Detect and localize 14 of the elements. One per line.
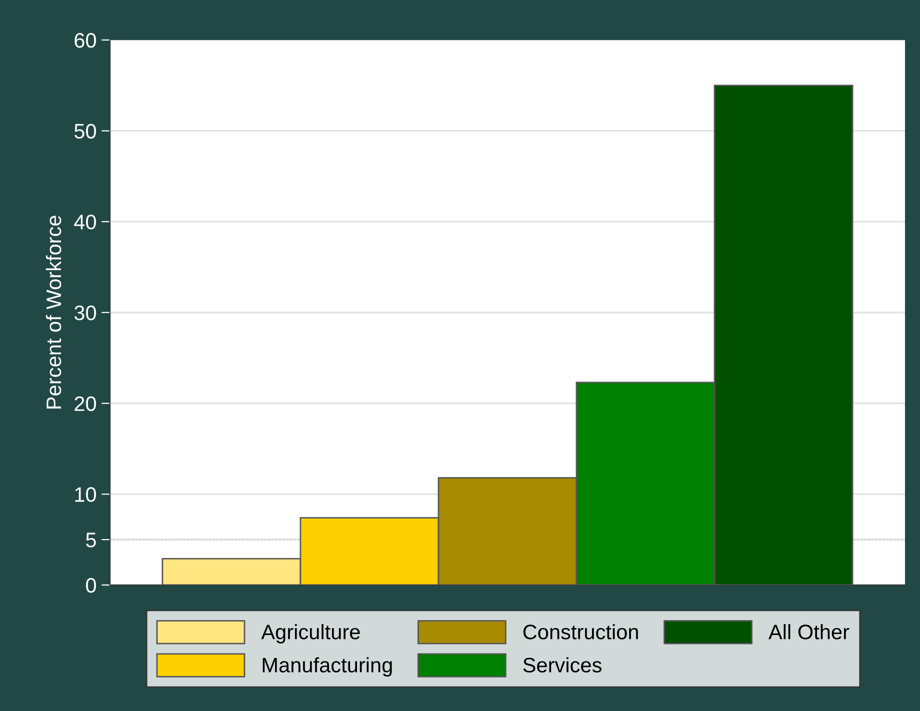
y-tick-label: 0 [86, 578, 96, 593]
y-tick-label: 50 [74, 124, 96, 139]
y-axis-title: Percent of Workforce [46, 216, 62, 408]
y-tick-label: 40 [74, 214, 96, 230]
legend-label: Services [523, 657, 602, 672]
legend-label: Construction [523, 624, 638, 640]
legend-label: Agriculture [261, 624, 360, 644]
y-tick-label: 60 [74, 33, 96, 48]
y-tick-label: 20 [74, 396, 96, 412]
y-tick-label: 10 [75, 487, 96, 502]
y-tick-label: 30 [74, 306, 96, 320]
legend-label: Manufacturing [262, 657, 392, 677]
y-tick-label: 5 [86, 532, 96, 548]
legend-label: All Other [768, 624, 850, 640]
